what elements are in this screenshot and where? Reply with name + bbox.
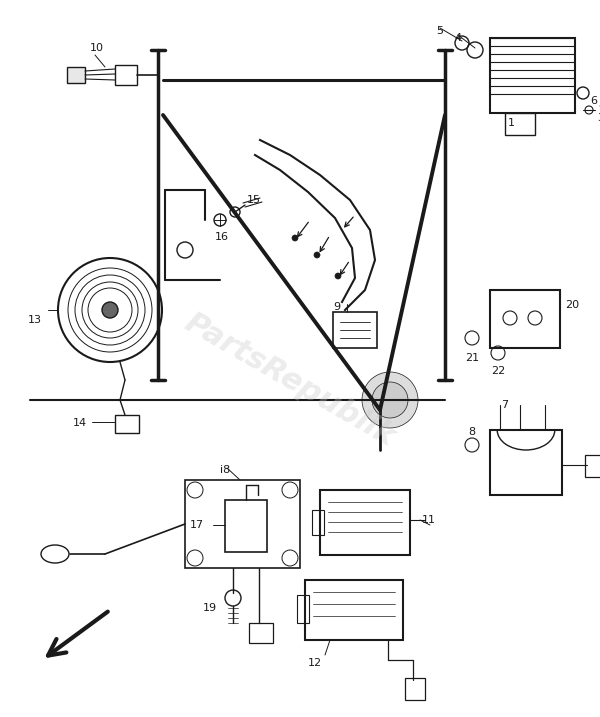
- Bar: [405, 678, 425, 700]
- Bar: [490, 38, 575, 113]
- Text: i8: i8: [220, 465, 230, 475]
- Text: 14: 14: [73, 418, 87, 428]
- Text: 9: 9: [334, 302, 341, 312]
- Text: 11: 11: [422, 515, 436, 525]
- Bar: [115, 65, 137, 85]
- Text: 6: 6: [590, 96, 597, 106]
- Text: 19: 19: [203, 603, 217, 613]
- Circle shape: [314, 252, 320, 258]
- Text: PartsRepublik: PartsRepublik: [179, 308, 400, 452]
- Bar: [185, 480, 300, 568]
- Circle shape: [372, 382, 408, 418]
- Text: 17: 17: [190, 520, 204, 530]
- Bar: [297, 595, 309, 623]
- Circle shape: [362, 372, 418, 428]
- Bar: [490, 290, 560, 348]
- Text: 10: 10: [90, 43, 104, 53]
- Bar: [305, 580, 403, 640]
- Circle shape: [292, 235, 298, 241]
- Text: 8: 8: [469, 427, 476, 437]
- Text: 1: 1: [508, 118, 515, 128]
- Text: 12: 12: [308, 658, 322, 668]
- Bar: [67, 67, 85, 83]
- Bar: [225, 500, 267, 552]
- Text: 7: 7: [502, 400, 509, 410]
- Bar: [249, 623, 273, 643]
- Bar: [585, 455, 600, 477]
- Bar: [333, 312, 377, 348]
- Text: 16: 16: [215, 232, 229, 242]
- Bar: [312, 510, 324, 535]
- Text: 3: 3: [597, 113, 600, 123]
- Text: 13: 13: [28, 315, 42, 325]
- Bar: [320, 490, 410, 555]
- Bar: [505, 113, 535, 135]
- Text: 4: 4: [454, 33, 461, 43]
- Circle shape: [335, 273, 341, 279]
- Text: 5: 5: [437, 26, 443, 36]
- Circle shape: [102, 302, 118, 318]
- Bar: [490, 430, 562, 495]
- Text: 21: 21: [465, 353, 479, 363]
- Text: 15: 15: [247, 195, 261, 205]
- Text: 20: 20: [565, 300, 579, 310]
- Ellipse shape: [41, 545, 69, 563]
- Bar: [115, 415, 139, 433]
- Text: 22: 22: [491, 366, 505, 376]
